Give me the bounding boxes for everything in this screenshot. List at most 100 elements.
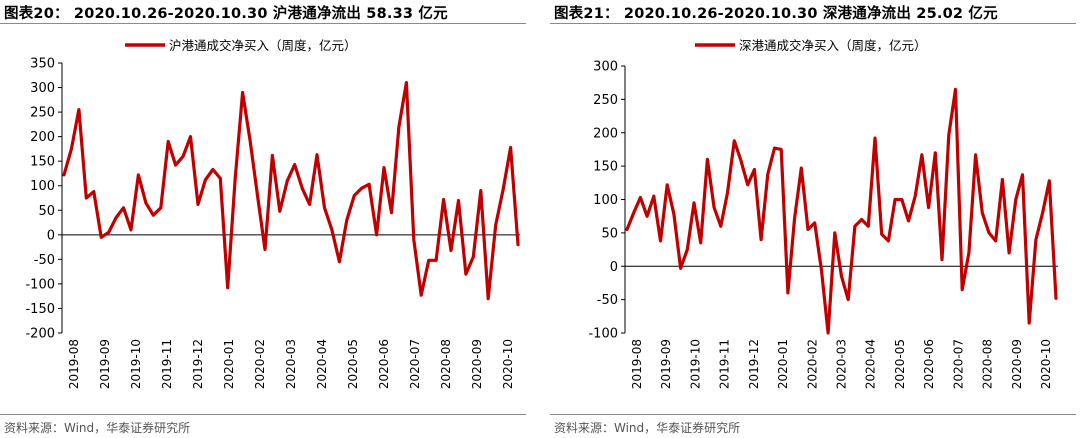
data-point bbox=[390, 211, 393, 214]
x-tick-label: 2020-01 bbox=[222, 339, 236, 389]
data-point bbox=[248, 139, 252, 142]
legend-label: 沪港通成交净买入（周度，亿元） bbox=[169, 38, 357, 53]
data-point bbox=[686, 248, 689, 251]
x-tick-label: 2020-04 bbox=[864, 339, 878, 389]
data-point bbox=[397, 125, 401, 128]
data-point bbox=[70, 147, 73, 151]
data-point bbox=[353, 194, 356, 197]
y-tick-label: 150 bbox=[30, 155, 55, 170]
data-point bbox=[793, 217, 796, 220]
x-tick-label: 2020-05 bbox=[893, 339, 907, 389]
data-point bbox=[800, 166, 803, 170]
data-point bbox=[632, 211, 635, 215]
data-point bbox=[920, 153, 924, 156]
data-point bbox=[961, 288, 964, 291]
data-point bbox=[974, 153, 977, 156]
data-point bbox=[947, 133, 950, 136]
data-point bbox=[204, 178, 207, 181]
data-point bbox=[712, 206, 716, 209]
data-point bbox=[107, 231, 110, 234]
data-point bbox=[1048, 179, 1051, 182]
data-point bbox=[100, 236, 103, 239]
data-point bbox=[323, 206, 326, 209]
y-tick-label: -50 bbox=[34, 253, 55, 268]
y-tick-label: 0 bbox=[47, 228, 55, 243]
data-point bbox=[62, 173, 66, 177]
x-tick-label: 2019-11 bbox=[718, 339, 732, 389]
series-line bbox=[625, 87, 1058, 335]
x-tick-label: 2020-03 bbox=[284, 339, 298, 389]
x-tick-label: 2019-08 bbox=[630, 339, 644, 389]
data-point bbox=[85, 196, 88, 200]
data-point bbox=[494, 223, 497, 227]
data-point bbox=[479, 189, 482, 192]
data-point bbox=[820, 268, 823, 271]
data-point bbox=[773, 146, 776, 150]
x-tick-label: 2020-05 bbox=[346, 339, 360, 389]
data-point bbox=[219, 177, 222, 180]
data-point bbox=[1021, 173, 1024, 176]
data-point bbox=[427, 259, 430, 262]
data-point bbox=[786, 291, 790, 295]
x-tick-label: 2020-06 bbox=[377, 339, 391, 389]
data-point bbox=[211, 168, 215, 171]
data-point bbox=[1007, 251, 1011, 255]
data-point bbox=[129, 228, 133, 232]
data-point bbox=[893, 198, 897, 201]
x-tick-label: 2020-07 bbox=[951, 339, 965, 389]
data-point bbox=[405, 81, 408, 84]
data-point bbox=[330, 228, 334, 232]
data-point bbox=[733, 139, 736, 142]
data-point bbox=[927, 206, 930, 209]
y-tick-label: -100 bbox=[588, 327, 618, 342]
x-tick-label: 2020-07 bbox=[408, 339, 422, 389]
data-point bbox=[420, 294, 423, 297]
source-note: 资料来源：Wind，华泰证券研究所 bbox=[4, 421, 191, 435]
data-point bbox=[1041, 211, 1044, 215]
data-point bbox=[706, 158, 709, 161]
data-point bbox=[954, 88, 957, 91]
x-tick-label: 2020-10 bbox=[1039, 339, 1053, 389]
data-point bbox=[382, 166, 386, 169]
data-point bbox=[659, 239, 662, 243]
data-point bbox=[914, 195, 917, 198]
data-point bbox=[873, 136, 877, 140]
data-point bbox=[833, 231, 836, 235]
data-point bbox=[940, 258, 944, 261]
data-point bbox=[159, 206, 162, 209]
data-point bbox=[234, 177, 237, 180]
data-point bbox=[241, 91, 244, 94]
data-point bbox=[806, 228, 810, 231]
data-point bbox=[315, 153, 319, 156]
y-tick-label: 300 bbox=[30, 81, 55, 96]
data-point bbox=[679, 267, 682, 270]
data-point bbox=[826, 331, 830, 335]
data-point bbox=[766, 172, 769, 176]
data-point bbox=[780, 148, 783, 151]
data-point bbox=[672, 213, 676, 216]
data-point bbox=[263, 248, 267, 251]
x-tick-label: 2019-10 bbox=[688, 339, 702, 389]
x-tick-label: 2020-02 bbox=[805, 339, 819, 389]
data-point bbox=[516, 243, 520, 246]
data-point bbox=[434, 259, 438, 262]
data-point bbox=[853, 225, 857, 228]
data-point bbox=[813, 221, 816, 225]
data-point bbox=[367, 183, 371, 186]
data-point bbox=[442, 198, 445, 201]
data-point bbox=[987, 231, 991, 235]
data-point bbox=[226, 286, 229, 289]
x-tick-label: 2020-06 bbox=[922, 339, 936, 389]
data-point bbox=[412, 238, 415, 241]
x-tick-label: 2020-02 bbox=[253, 339, 267, 389]
data-point bbox=[360, 187, 363, 190]
chart-title: 图表21： 2020.10.26-2020.10.30 深港通净流出 25.02… bbox=[554, 6, 998, 22]
x-tick-label: 2019-12 bbox=[747, 339, 761, 389]
data-point bbox=[625, 228, 629, 231]
data-point bbox=[900, 198, 903, 201]
y-tick-label: -100 bbox=[25, 277, 55, 292]
data-point bbox=[256, 194, 259, 197]
data-point bbox=[457, 199, 460, 202]
x-tick-label: 2020-08 bbox=[439, 339, 453, 389]
data-point bbox=[934, 151, 937, 154]
